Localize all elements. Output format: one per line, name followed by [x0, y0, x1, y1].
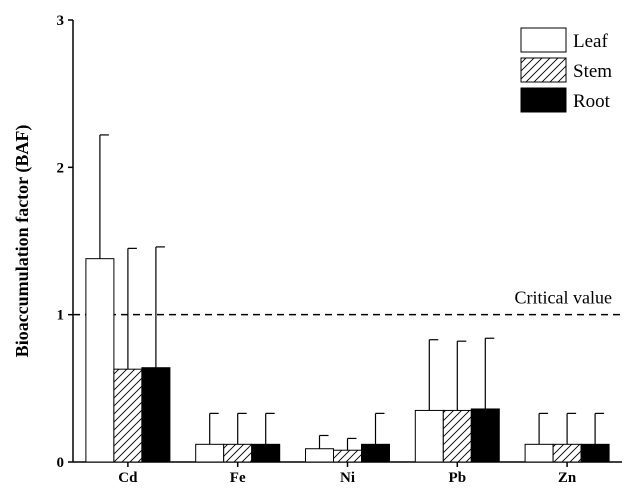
x-ticks: Cd Fe Ni Pb Zn — [118, 462, 577, 486]
bar-stem-cd — [113, 368, 143, 463]
bar-stem-pb — [442, 409, 472, 463]
y-tick-label: 2 — [57, 160, 65, 176]
x-tick-label: Ni — [340, 470, 355, 486]
critical-value-label: Critical value — [515, 288, 612, 308]
bar-root-cd — [141, 367, 171, 463]
x-tick-label: Pb — [449, 470, 467, 486]
x-tick-label: Fe — [230, 470, 246, 486]
reference-line-group: Critical value — [73, 288, 622, 316]
bar-stem-fe — [223, 443, 253, 463]
legend-label-leaf: Leaf — [573, 31, 608, 52]
legend-label-root: Root — [573, 91, 611, 112]
bar-root-zn — [580, 443, 610, 463]
bar-root-ni — [361, 443, 390, 463]
legend: Leaf Stem Root — [520, 27, 612, 113]
x-tick-label: Cd — [118, 470, 138, 486]
bar-root-pb — [470, 408, 500, 463]
y-tick-label: 3 — [57, 13, 65, 29]
legend-swatch-stem — [520, 57, 567, 83]
bar-leaf-cd — [85, 258, 115, 463]
bar-root-fe — [251, 443, 281, 463]
bars — [85, 134, 610, 463]
legend-label-stem: Stem — [573, 61, 612, 82]
bar-leaf-pb — [414, 409, 444, 463]
x-tick-label: Zn — [558, 470, 577, 486]
legend-swatch-leaf — [520, 27, 567, 53]
bar-leaf-ni — [305, 448, 334, 463]
bar-stem-ni — [333, 449, 362, 463]
y-tick-label: 1 — [57, 308, 65, 324]
y-ticks: 0 1 2 3 — [57, 13, 73, 471]
y-axis-label: Bioaccumulation factor (BAF) — [12, 125, 33, 358]
bar-leaf-zn — [524, 443, 554, 463]
bar-stem-zn — [552, 443, 582, 463]
legend-swatch-root — [520, 87, 567, 113]
y-tick-label: 0 — [57, 455, 65, 471]
bar-leaf-fe — [195, 443, 225, 463]
